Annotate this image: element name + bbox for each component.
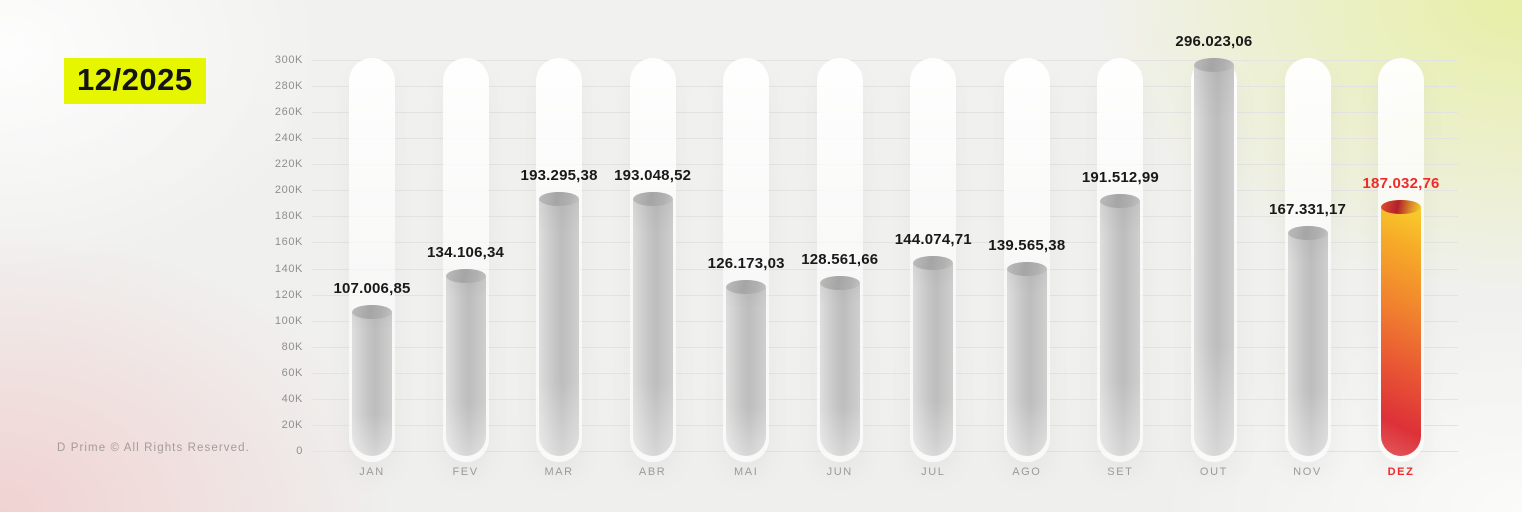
bar-value-label: 128.561,66	[801, 251, 879, 269]
grid-line	[312, 294, 1458, 296]
bar	[1006, 262, 1047, 456]
bar-top-rim	[539, 192, 580, 207]
y-axis-tick-label: 40K	[281, 392, 303, 405]
bar	[445, 269, 486, 456]
y-axis-tick-label: 0	[296, 445, 303, 457]
y-axis-tick-label: 260K	[274, 106, 303, 119]
x-axis-label: MAI	[734, 466, 759, 478]
bar-value-label: 296.023,06	[1175, 33, 1253, 51]
grid-line	[312, 112, 1458, 114]
x-axis-label: SET	[1107, 466, 1134, 478]
x-axis-label: JUN	[826, 466, 853, 478]
x-axis-label: FEV	[452, 466, 479, 478]
bar-top-rim	[913, 256, 954, 271]
bar	[632, 192, 673, 456]
bar-top-rim	[819, 276, 860, 291]
copyright-note: D Prime © All Rights Reserved.	[57, 442, 250, 454]
y-axis-tick-label: 80K	[281, 340, 303, 353]
bar-top-rim	[1381, 200, 1422, 215]
y-axis-tick-label: 200K	[274, 184, 303, 197]
bar-value-label: 139.565,38	[988, 237, 1066, 255]
grid-line	[312, 346, 1458, 348]
bar	[352, 304, 392, 456]
grid-line	[312, 372, 1458, 374]
y-axis-tick-label: 20K	[281, 418, 303, 431]
grid-line	[312, 268, 1458, 270]
grid-line	[312, 216, 1458, 218]
bar	[913, 256, 954, 456]
bar-top-rim	[352, 304, 392, 319]
bar-top-rim	[1100, 194, 1141, 209]
x-axis-label: MAR	[544, 466, 574, 478]
bar	[1100, 194, 1141, 456]
bar-value-label: 187.032,76	[1362, 175, 1440, 193]
y-axis-tick-label: 280K	[274, 80, 303, 93]
bar-value-label: 191.512,99	[1081, 169, 1159, 187]
grid-line	[312, 398, 1458, 400]
bar-value-label: 193.295,38	[520, 167, 598, 185]
bar-value-label: 134.106,34	[427, 244, 505, 262]
y-axis-tick-label: 300K	[274, 54, 303, 66]
grid-line	[312, 164, 1458, 166]
bar	[726, 279, 767, 456]
grid-line	[312, 451, 1458, 452]
bar-value-label: 144.074,71	[894, 231, 972, 249]
y-axis-tick-label: 240K	[274, 132, 303, 145]
grid-line	[312, 242, 1458, 244]
y-axis-tick-label: 120K	[274, 288, 303, 301]
y-axis-tick-label: 60K	[281, 366, 303, 379]
grid-line	[312, 138, 1458, 140]
grid-line	[312, 86, 1458, 88]
y-axis-tick-label: 160K	[274, 236, 303, 249]
x-axis-label: JAN	[359, 466, 385, 478]
grid-line	[312, 424, 1458, 426]
bar-value-label: 167.331,17	[1268, 200, 1347, 218]
x-axis-label: JUL	[921, 466, 946, 478]
y-axis-tick-label: 220K	[274, 158, 303, 171]
bar-top-rim	[1006, 262, 1047, 277]
bar-value-label: 126.173,03	[707, 254, 785, 272]
y-axis-tick-label: 140K	[274, 262, 303, 275]
bar	[819, 276, 860, 456]
bar-top-rim	[1193, 58, 1234, 73]
y-axis-tick-label: 180K	[274, 210, 303, 223]
bar	[1287, 225, 1328, 456]
bar	[1193, 58, 1234, 456]
x-axis-label: DEZ	[1387, 466, 1415, 478]
y-axis-tick-label: 100K	[274, 314, 303, 327]
bar-top-rim	[1287, 225, 1328, 240]
x-axis-label: OUT	[1199, 466, 1228, 478]
x-axis-label: NOV	[1293, 466, 1322, 478]
x-axis-label: ABR	[638, 466, 667, 478]
bar-top-rim	[726, 279, 767, 294]
grid-line	[312, 190, 1458, 192]
grid-line	[312, 320, 1458, 322]
bar-value-label: 193.048,52	[614, 167, 692, 185]
grid-line	[312, 60, 1458, 61]
period-badge: 12/2025	[64, 58, 206, 104]
bar-value-label: 107.006,85	[333, 279, 411, 297]
bar-dez-highlighted	[1381, 200, 1422, 456]
bar-top-rim	[632, 192, 673, 207]
x-axis-label: AGO	[1012, 466, 1042, 478]
bar-top-rim	[445, 269, 486, 284]
bar	[539, 192, 580, 456]
